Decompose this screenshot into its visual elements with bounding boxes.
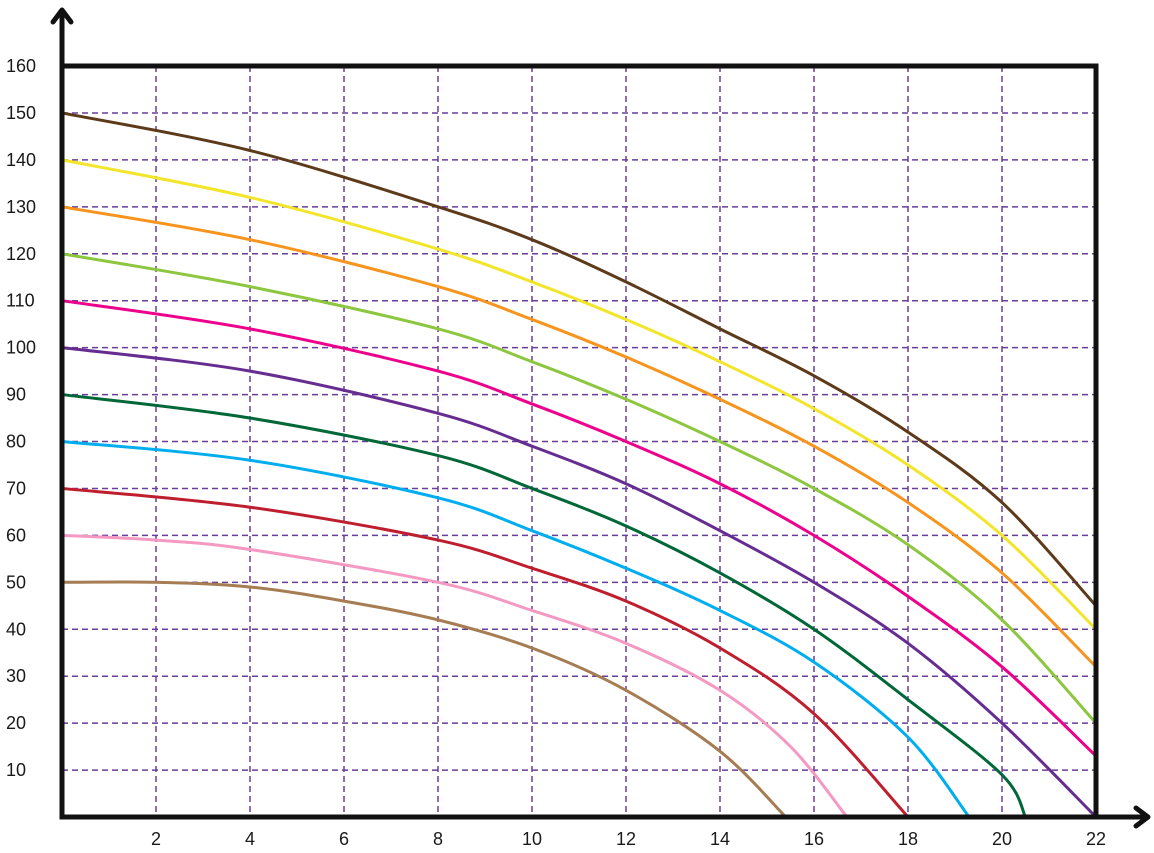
y-tick-label: 20 xyxy=(6,713,26,733)
y-tick-labels: 10 20 30 40 50 60 70 80 90 100 110 120 130 140 150 160 xyxy=(6,56,36,780)
series-line-1 xyxy=(60,111,1098,608)
y-tick-label: 160 xyxy=(6,56,36,76)
x-axis-arrowhead xyxy=(1133,805,1151,829)
x-tick-label: 4 xyxy=(245,829,255,849)
y-tick-label: 30 xyxy=(6,666,26,686)
x-tick-label: 10 xyxy=(522,829,542,849)
x-tick-label: 20 xyxy=(992,829,1012,849)
axis-arrows xyxy=(50,7,1151,829)
x-tick-label: 22 xyxy=(1086,829,1106,849)
series-line-4 xyxy=(60,252,1098,725)
y-tick-label: 100 xyxy=(6,338,36,358)
y-tick-label: 80 xyxy=(6,432,26,452)
y-tick-label: 140 xyxy=(6,150,36,170)
y-axis-arrowhead xyxy=(50,7,74,25)
series-line-11 xyxy=(60,580,788,819)
y-tick-label: 70 xyxy=(6,478,26,498)
series-line-10 xyxy=(60,533,849,819)
series-line-3 xyxy=(60,205,1098,669)
x-tick-label: 14 xyxy=(710,829,730,849)
y-tick-label: 10 xyxy=(6,760,26,780)
y-tick-label: 150 xyxy=(6,103,36,123)
series-line-8 xyxy=(60,440,971,819)
x-tick-label: 16 xyxy=(804,829,824,849)
grid xyxy=(62,66,1096,817)
series-line-7 xyxy=(60,393,1027,819)
y-tick-label: 60 xyxy=(6,525,26,545)
series-line-9 xyxy=(60,486,910,819)
series-line-2 xyxy=(60,158,1098,631)
y-tick-label: 50 xyxy=(6,572,26,592)
series-line-5 xyxy=(60,299,1098,758)
plot-frame xyxy=(59,63,1099,820)
x-tick-label: 12 xyxy=(616,829,636,849)
x-tick-labels: 2 4 6 8 10 12 14 16 18 20 22 xyxy=(151,829,1106,849)
series-line-6 xyxy=(60,346,1098,819)
x-tick-label: 8 xyxy=(433,829,443,849)
x-tick-label: 6 xyxy=(339,829,349,849)
y-tick-label: 120 xyxy=(6,244,36,264)
y-tick-label: 130 xyxy=(6,197,36,217)
y-tick-label: 90 xyxy=(6,385,26,405)
x-tick-label: 18 xyxy=(898,829,918,849)
y-tick-label: 40 xyxy=(6,619,26,639)
series-layer xyxy=(60,111,1098,819)
y-tick-label: 110 xyxy=(6,291,35,311)
x-tick-label: 2 xyxy=(151,829,161,849)
